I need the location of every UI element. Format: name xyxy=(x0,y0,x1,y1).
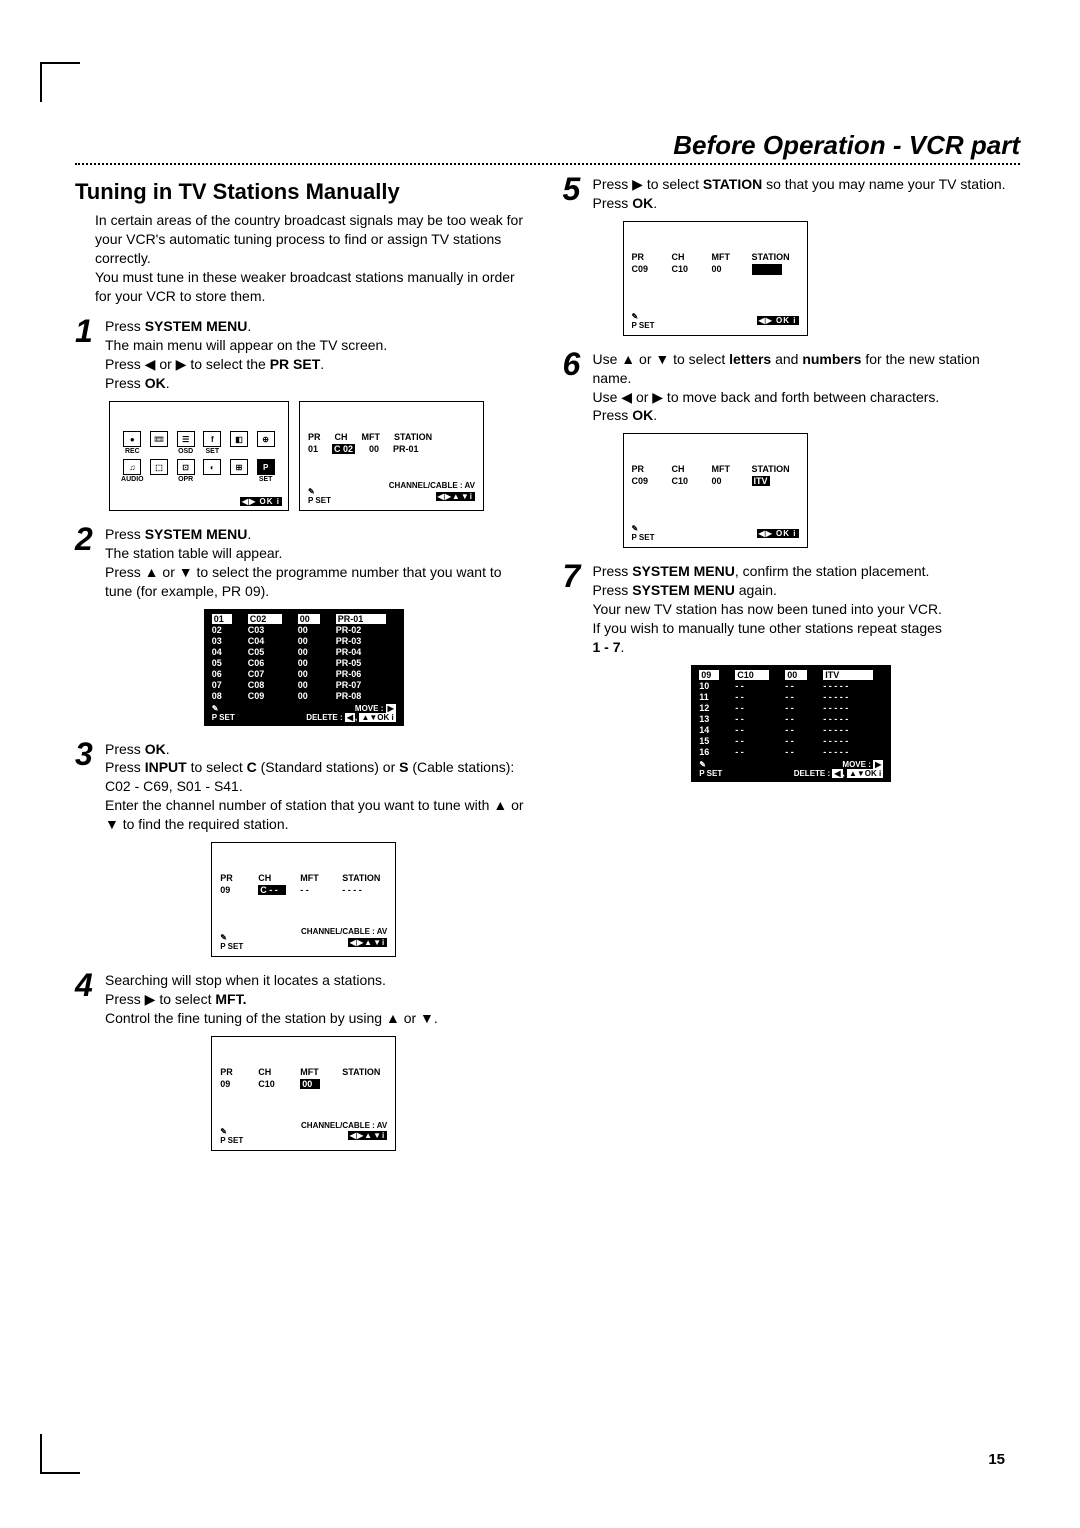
step-4: 4 Searching will stop when it locates a … xyxy=(75,971,533,1028)
step-number: 1 xyxy=(75,317,103,393)
t: The main menu will appear on the TV scre… xyxy=(105,337,387,353)
intro-text: In certain areas of the country broadcas… xyxy=(75,211,533,305)
step-1: 1 Press SYSTEM MENU. The main menu will … xyxy=(75,317,533,393)
step-7: 7 Press SYSTEM MENU, confirm the station… xyxy=(563,562,1021,656)
osd-step3: PRCHMFTSTATION 09C - -- -- - - - CHANNEL… xyxy=(211,842,396,957)
step-3: 3 Press OK. Press INPUT to select C (Sta… xyxy=(75,740,533,834)
page-number: 15 xyxy=(988,1451,1005,1468)
step-number: 2 xyxy=(75,525,103,601)
divider xyxy=(75,163,1020,165)
t: Press xyxy=(105,318,145,334)
t: Press xyxy=(105,375,145,391)
page-header: Before Operation - VCR part xyxy=(75,130,1020,161)
step-number: 3 xyxy=(75,740,103,834)
t: . xyxy=(247,318,251,334)
step-6: 6 Use ▲ or ▼ to select letters and numbe… xyxy=(563,350,1021,426)
t: OK xyxy=(145,375,166,391)
step-5: 5 Press ▶ to select STATION so that you … xyxy=(563,175,1021,213)
step-2: 2 Press SYSTEM MENU. The station table w… xyxy=(75,525,533,601)
nav-indicator: ◀▶ OK i xyxy=(240,497,282,506)
t: Press ◀ or ▶ to select the xyxy=(105,356,270,372)
t: . xyxy=(320,356,324,372)
section-title: Tuning in TV Stations Manually xyxy=(75,179,533,205)
station-table-7: 09C1000ITV10- -- -- - - - -11- -- -- - -… xyxy=(691,665,891,782)
step-number: 6 xyxy=(563,350,591,426)
step-number: 5 xyxy=(563,175,591,213)
step-number: 4 xyxy=(75,971,103,1028)
t: . xyxy=(166,375,170,391)
osd-step5: PRCHMFTSTATION C09C1000 ✎P SET◀▶ OK i xyxy=(623,221,808,336)
osd-menu-icons: ●REC 📼 ☰OSD fSET ◧ ⊕ ♫AUDIO ⬚ ⊡OPR ◐ ⊞ P… xyxy=(109,401,289,511)
t: PR SET xyxy=(270,356,321,372)
osd-step1: PRCHMFTSTATION 01C 0200PR-01 CHANNEL/CAB… xyxy=(299,401,484,511)
osd-step4: PRCHMFTSTATION 09C1000 CHANNEL/CABLE : A… xyxy=(211,1036,396,1151)
t: SYSTEM MENU xyxy=(145,318,248,334)
osd-step6: PRCHMFTSTATION C09C1000ITV ✎P SET◀▶ OK i xyxy=(623,433,808,548)
station-table-2: 01C0200PR-0102C0300PR-0203C0400PR-0304C0… xyxy=(204,609,404,726)
step-number: 7 xyxy=(563,562,591,656)
